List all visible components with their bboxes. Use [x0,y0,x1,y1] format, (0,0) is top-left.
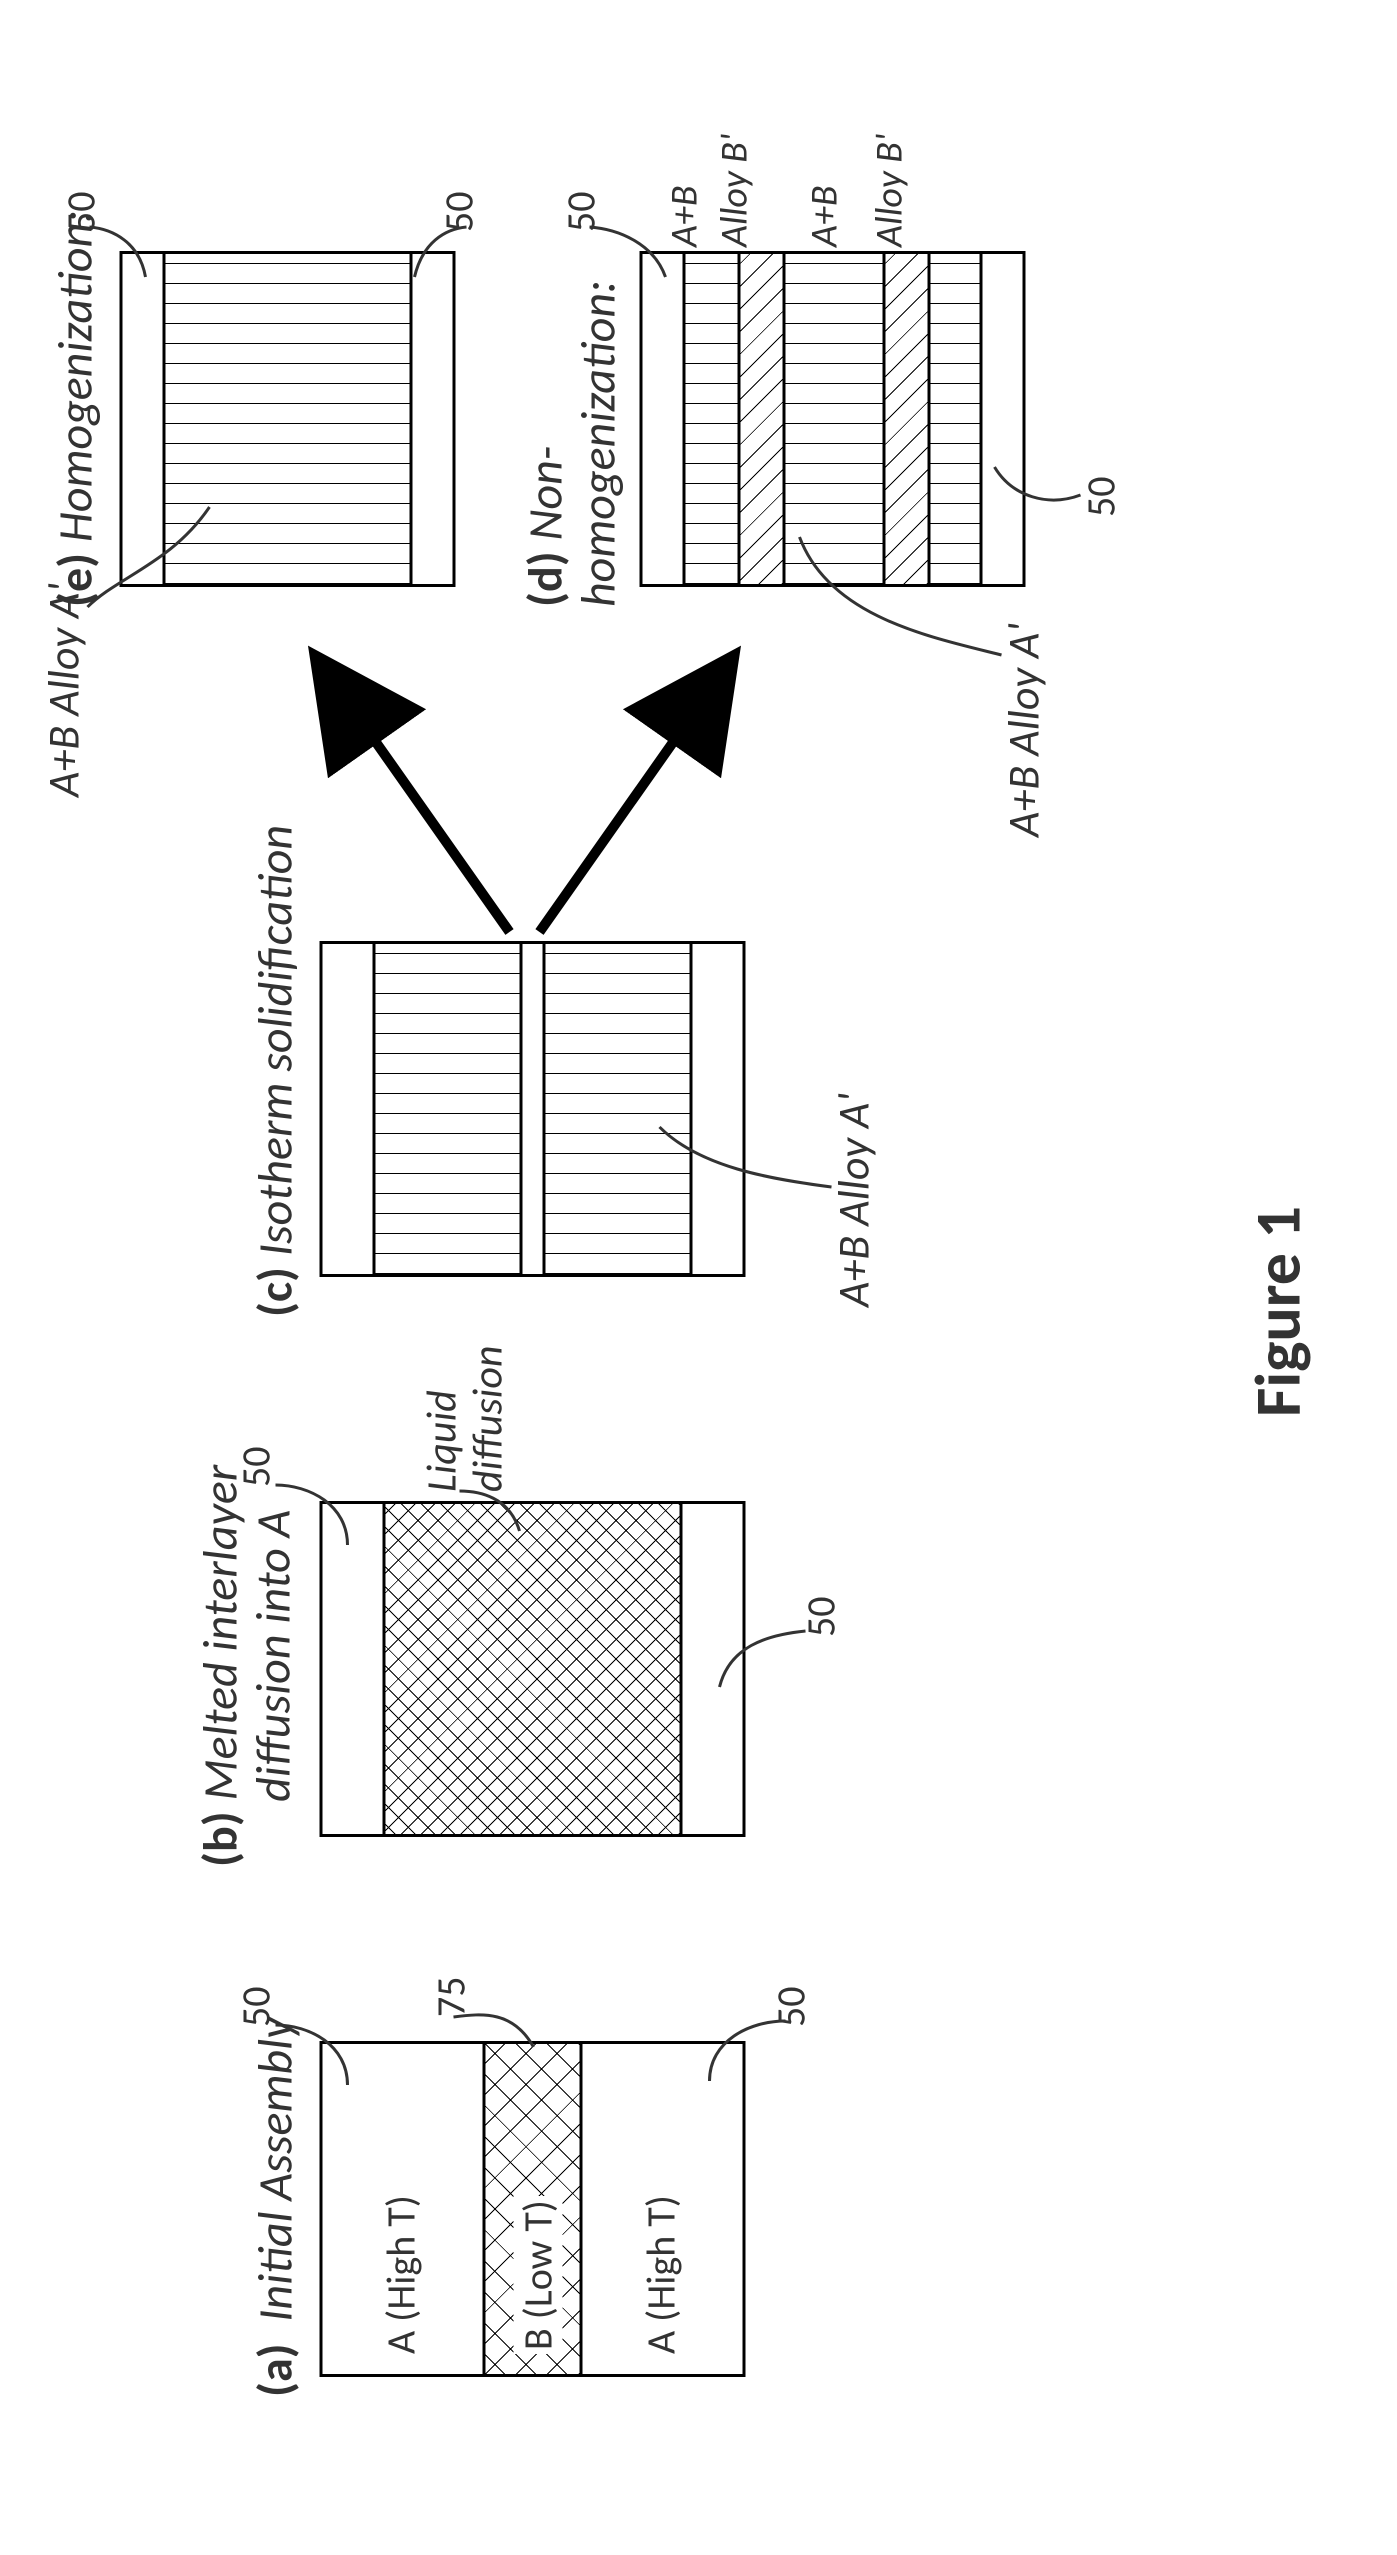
panel-d-title: (d) Non- homogenization: [520,280,626,607]
panel-d-side2: Alloy B' [715,134,757,247]
figure-1-canvas: (a) Initial Assembly A (High T) B (Low T… [0,77,1397,2477]
arrow-icon [520,632,750,932]
leader-icon [710,2011,790,2081]
leader-icon [460,1481,520,1531]
panel-a-layer-bot: A (High T) [583,2044,743,2374]
panel-b-top [323,1504,383,1834]
panel-b-box [320,1501,746,1837]
panel-d-ref50-bot: 50 [1080,476,1124,517]
panel-a-layer-top: A (High T) [323,2044,483,2374]
leader-icon [270,1475,350,1545]
panel-d-side4: Alloy B' [870,134,912,247]
leader-icon [415,217,470,277]
panel-a-box: A (High T) B (Low T) A (High T) [320,2041,746,2377]
leader-icon [88,497,218,607]
panel-b-prefix: (b) [191,1811,250,1867]
leader-icon [720,1617,810,1687]
panel-a-layer-top-text: A (High T) [377,2195,426,2354]
panel-d-l1 [683,254,738,584]
leader-icon [995,457,1085,517]
panel-c-alloy-top [373,944,523,1274]
panel-b-liquid [383,1504,683,1834]
leader-icon [90,217,150,277]
panel-d-side1: A+B [665,185,707,247]
panel-c-title: (c) Isotherm solidification [250,825,303,1317]
panel-d-side3: A+B [805,185,847,247]
panel-b-liquid-label: Liquid diffusion [420,1346,512,1492]
leader-icon [660,1107,840,1187]
panel-c-prefix: (c) [246,1267,305,1317]
leader-icon [800,527,1010,657]
panel-d-l2 [738,254,783,584]
panel-d-prefix: (d) [516,551,575,607]
figure-caption: Figure 1 [1240,1206,1318,1417]
arrow-icon [300,632,530,932]
leader-icon [270,2015,350,2085]
panel-a-layer-bot-text: A (High T) [637,2195,686,2354]
leader-icon [590,217,670,277]
panel-a-prefix: (a) [246,2343,305,2397]
leader-icon [454,2007,534,2047]
panel-a-layer-mid: B (Low T) [483,2044,583,2374]
panel-e-callout: A+B Alloy A' [40,583,88,797]
panel-a-layer-mid-text: B (Low T) [514,2196,563,2354]
